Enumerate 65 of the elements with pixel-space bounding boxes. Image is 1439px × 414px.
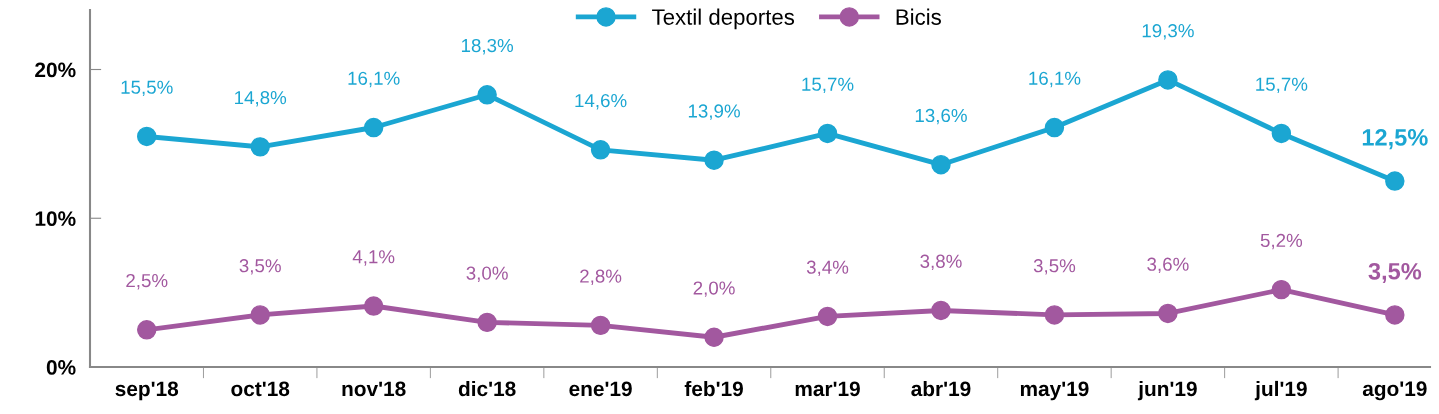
point <box>1385 171 1405 191</box>
data-label: 13,9% <box>688 104 740 120</box>
point <box>590 315 611 336</box>
y-tick-label: 10% <box>35 211 76 226</box>
data-label: 3,6% <box>1147 257 1189 274</box>
data-label: 3,5% <box>1368 262 1422 284</box>
x-tick-label: mar'19 <box>795 381 860 397</box>
point <box>931 300 951 321</box>
data-label: 2,8% <box>580 269 622 285</box>
point <box>704 327 724 347</box>
point <box>137 320 157 340</box>
point <box>704 150 724 170</box>
x-tick-label: ago'19 <box>1362 381 1427 401</box>
data-label: 13,6% <box>915 108 967 125</box>
data-label: 15,7% <box>1256 77 1308 94</box>
legend-label: Textil deportes <box>652 8 795 30</box>
data-label: 2,5% <box>126 273 168 290</box>
data-label: 3,4% <box>806 260 849 277</box>
point <box>363 296 384 316</box>
y-tick-label: 0% <box>46 360 76 375</box>
data-label: 15,7% <box>802 77 854 94</box>
point <box>817 306 838 327</box>
legend-label: Bicis <box>896 8 941 25</box>
point <box>1044 117 1065 138</box>
point <box>590 140 611 160</box>
point <box>1158 70 1178 90</box>
point <box>250 305 270 325</box>
data-label: 3,5% <box>239 259 281 275</box>
point <box>1271 123 1292 144</box>
data-label: 4,1% <box>352 250 395 266</box>
x-tick-label: jun'19 <box>1137 380 1197 401</box>
point <box>477 312 497 333</box>
x-tick-label: oct'18 <box>231 381 290 397</box>
data-label: 15,5% <box>121 80 173 97</box>
x-tick-label: feb'19 <box>684 380 743 397</box>
data-label: 2,0% <box>693 281 735 297</box>
x-tick-label: ene'19 <box>569 381 632 397</box>
x-tick-label: sep'18 <box>115 381 179 401</box>
data-label: 3,0% <box>466 266 508 282</box>
data-label: 5,2% <box>1260 233 1303 250</box>
data-label: 14,6% <box>575 93 627 110</box>
point <box>363 117 384 138</box>
x-tick-label: may'19 <box>1020 381 1089 401</box>
x-tick-label: dic'18 <box>458 380 516 397</box>
point <box>931 154 951 175</box>
point <box>1271 279 1292 300</box>
x-tick-label: jul'19 <box>1254 380 1307 401</box>
data-label: 16,1% <box>348 71 400 88</box>
data-label: 19,3% <box>1142 24 1194 40</box>
data-label: 3,5% <box>1033 259 1076 275</box>
point <box>1044 305 1065 325</box>
point <box>137 126 157 147</box>
data-label: 12,5% <box>1362 129 1428 150</box>
point <box>1385 305 1405 325</box>
x-tick-label: abr'19 <box>911 380 971 397</box>
x-tick-label: nov'18 <box>342 381 406 397</box>
data-label: 14,8% <box>235 90 287 107</box>
data-label: 16,1% <box>1029 71 1081 88</box>
point <box>250 137 270 157</box>
data-label: 3,8% <box>920 254 962 271</box>
point <box>817 123 838 144</box>
data-label: 18,3% <box>461 38 514 55</box>
point <box>477 85 497 105</box>
point <box>1158 303 1178 324</box>
y-tick-label: 20% <box>35 62 76 78</box>
